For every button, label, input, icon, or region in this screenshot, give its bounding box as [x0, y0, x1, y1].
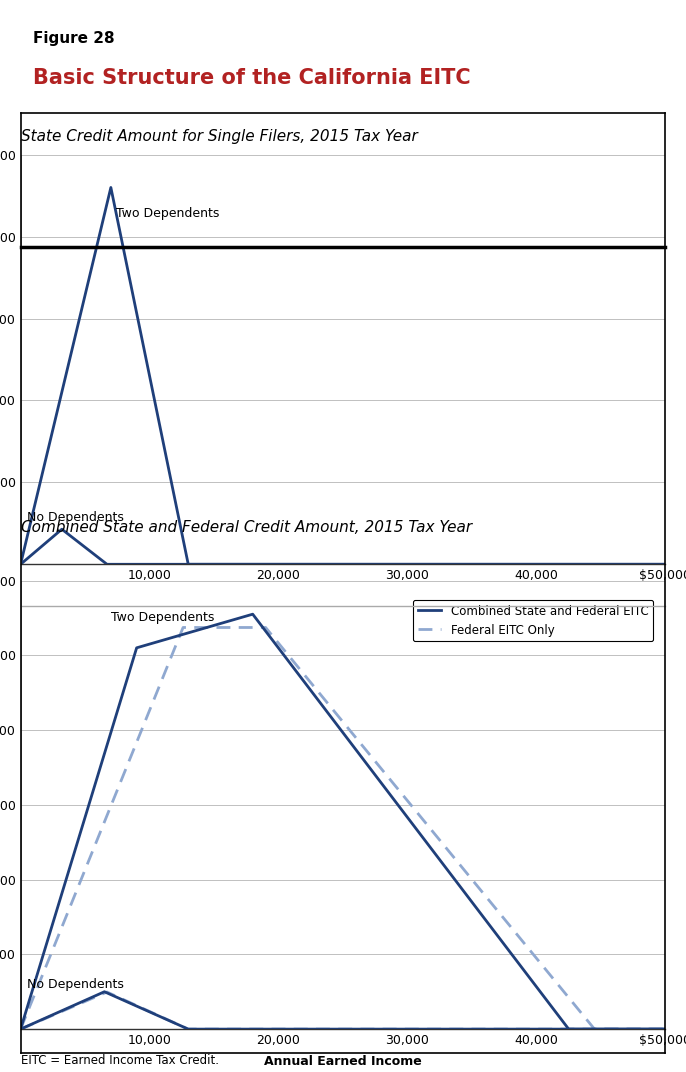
Text: Basic Structure of the California EITC: Basic Structure of the California EITC	[34, 69, 471, 88]
Text: State Credit Amount for Single Filers, 2015 Tax Year: State Credit Amount for Single Filers, 2…	[21, 129, 417, 144]
Legend: Combined State and Federal EITC, Federal EITC Only: Combined State and Federal EITC, Federal…	[413, 600, 653, 641]
X-axis label: Annual Earned Income: Annual Earned Income	[264, 1055, 422, 1069]
Text: No Dependents: No Dependents	[27, 511, 124, 524]
Text: EITC = Earned Income Tax Credit.: EITC = Earned Income Tax Credit.	[21, 1054, 219, 1067]
Text: Two Dependents: Two Dependents	[116, 207, 220, 220]
Text: Combined State and Federal Credit Amount, 2015 Tax Year: Combined State and Federal Credit Amount…	[21, 520, 472, 535]
Text: Two Dependents: Two Dependents	[111, 611, 214, 624]
X-axis label: Annual Earned Income: Annual Earned Income	[264, 591, 422, 604]
Text: Figure 28: Figure 28	[34, 31, 115, 46]
Text: No Dependents: No Dependents	[27, 979, 124, 992]
